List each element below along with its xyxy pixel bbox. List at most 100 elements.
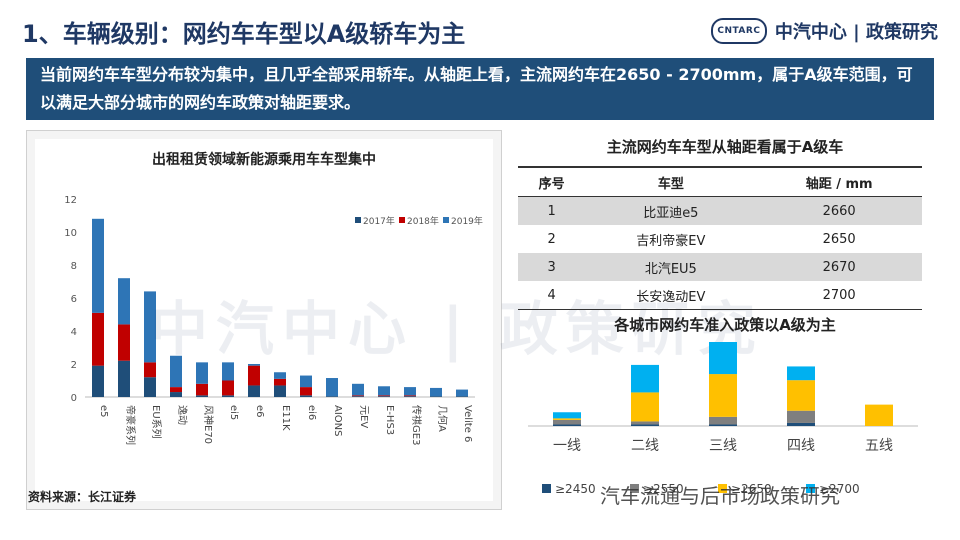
bar-segment [170,355,182,388]
x-tick-label: E-HS3 [384,405,395,435]
y-tick-label: 6 [71,294,77,305]
bar-segment [404,395,416,397]
bar-segment [430,396,442,397]
table-cell: 3 [518,253,586,281]
table-row: 4 长安逸动EV 2700 [518,281,922,310]
bar-segment [274,378,286,386]
bar-segment [196,395,208,397]
table-cell: 比亚迪e5 [585,196,757,225]
bar-segment [274,372,286,379]
bar-segment [378,386,390,396]
y-tick-label: 0 [71,393,77,404]
y-tick-label: 2 [71,360,77,371]
bar-segment [631,421,659,425]
table-cell: 北汽EU5 [585,253,757,281]
table-cell: 2650 [822,231,856,247]
bar-segment [456,396,468,397]
bar-segment [196,362,208,384]
x-tick-label: 四线 [787,438,815,454]
x-tick-label: e6 [254,405,265,418]
x-tick-label: 传祺GE3 [410,405,423,445]
bar-segment [196,383,208,396]
table-header: 轴距 / mm [756,166,922,197]
x-tick-label: 二线 [631,438,659,454]
bar-segment [709,416,737,425]
bar-segment [404,396,416,397]
bar-segment [709,342,737,375]
table-cell: 1 [518,196,586,225]
bar-segment [118,278,130,325]
bar-segment [631,424,659,426]
bar-segment [92,218,104,313]
x-tick-label: 几何A [436,405,449,432]
legend-swatch [542,484,551,493]
bar-segment [553,424,581,426]
legend-swatch [355,217,361,223]
slide-title: 1、车辆级别：网约车车型以A级轿车为主 [22,20,466,48]
bar-segment [553,418,581,420]
bar-segment [222,362,234,381]
bar-segment [865,404,893,426]
bar-segment [274,385,286,397]
x-tick-label: e5 [98,405,109,418]
legend-label: 2017年 [363,215,395,227]
bar-segment [92,365,104,397]
table-cell: 4 [518,281,586,310]
legend-label: ≥2550 [643,482,684,496]
legend-swatch [718,484,727,493]
bar-segment [631,392,659,422]
table-cell: 2700 [756,281,922,310]
bar-segment [352,396,364,397]
bar-segment [352,395,364,397]
x-tick-label: 五线 [865,438,893,454]
legend-swatch [806,484,815,493]
bar-segment [404,387,416,396]
logo-text: 中汽中心 | 政策研究 [774,22,938,43]
x-tick-label: Velite 6 [462,405,473,442]
x-tick-label: AIONS [332,405,343,437]
y-tick-label: 12 [64,195,77,206]
x-tick-label: ei5 [228,405,239,420]
city-chart-title: 各城市网约车准入政策以A级为主 [614,316,836,334]
x-tick-label: ei6 [306,405,317,420]
table-cell: 长安逸动EV [585,281,757,310]
table-row: 1 比亚迪e5 2660 [518,196,922,225]
bar-segment [787,366,815,381]
bar-segment [352,383,364,396]
y-tick-label: 10 [64,228,77,239]
left-chart-panel: 出租租赁领域新能源乘用车车型集中 0 2 4 6 8 10 12 e5 帝豪系列 EU系列 逸动 风神… [26,130,502,510]
bar-segment [787,422,815,426]
table-cell: 2 [547,231,556,247]
legend-label: ≥2650 [731,482,772,496]
bar-segment [553,419,581,425]
wechat-watermark: 汽车流通与后市场政策研究 [600,484,840,508]
left-chart-title: 出租租赁领域新能源乘用车车型集中 [152,152,376,168]
y-tick-label: 4 [71,327,77,338]
table-title: 主流网约车车型从轴距看属于A级车 [606,138,844,156]
bar-segment [709,374,737,417]
table-cell: 吉利帝豪EV [636,233,706,249]
bar-segment [248,364,260,366]
table-cell: 2670 [756,253,922,281]
table-header: 序号 [518,166,586,197]
legend-label: ≥2450 [555,482,596,496]
source-note: 资料来源：长江证券 [28,490,137,504]
x-tick-label: 风神E70 [202,405,215,444]
bar-segment [326,396,338,397]
bar-segment [118,360,130,397]
bar-segment [631,364,659,393]
x-tick-label: EU系列 [150,405,163,439]
bar-segment [248,365,260,386]
bar-segment [456,389,468,397]
bar-segment [787,410,815,423]
bar-segment [709,424,737,426]
city-bar-chart: 一线 二线 三线 四线 五线 ≥2450 ≥2550 ≥2650 ≥2700 [528,342,918,496]
legend-label: 2018年 [407,215,439,227]
legend-swatch [399,217,405,223]
legend-swatch [630,484,639,493]
bar-segment [222,395,234,397]
x-tick-label: 逸动 [176,405,188,425]
bar-segment [553,412,581,419]
table-row: 3 北汽EU5 2670 [518,253,922,281]
bar-segment [222,380,234,396]
